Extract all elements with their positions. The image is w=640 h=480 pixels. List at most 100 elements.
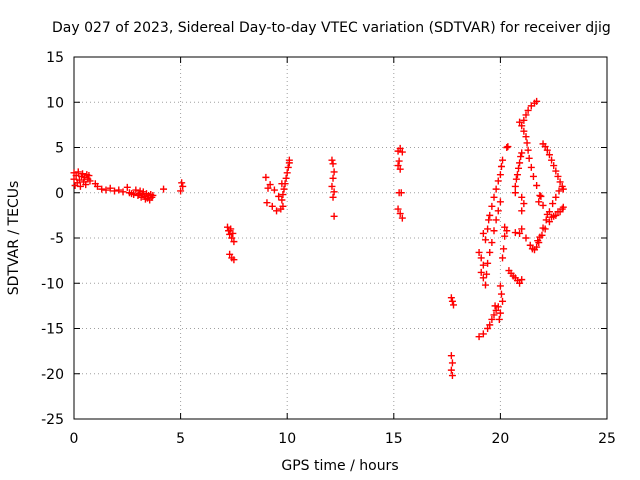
- data-point: [522, 111, 530, 119]
- data-point: [545, 208, 553, 216]
- data-point: [529, 172, 537, 180]
- data-point: [228, 234, 236, 242]
- data-point: [447, 366, 455, 374]
- x-tick-label: 10: [278, 431, 296, 447]
- data-point: [102, 186, 110, 194]
- x-tick-label: 15: [385, 431, 403, 447]
- data-point: [447, 352, 455, 360]
- data-point: [330, 168, 338, 176]
- data-point: [499, 254, 507, 262]
- data-point: [494, 303, 502, 311]
- data-point: [552, 193, 560, 201]
- data-point: [486, 211, 494, 219]
- data-point: [511, 189, 519, 197]
- data-point: [504, 143, 512, 151]
- data-point: [533, 182, 541, 190]
- data-point: [488, 239, 496, 247]
- data-point: [229, 229, 237, 237]
- data-point: [76, 182, 84, 190]
- data-point: [479, 274, 487, 282]
- data-point: [490, 193, 498, 201]
- data-point: [536, 233, 544, 241]
- data-point: [179, 182, 187, 190]
- data-point: [475, 248, 483, 256]
- data-point: [518, 276, 526, 284]
- data-point: [284, 163, 292, 171]
- data-point: [523, 139, 531, 147]
- data-point: [119, 188, 127, 196]
- data-point: [496, 309, 504, 317]
- data-point: [226, 250, 234, 258]
- data-point: [396, 144, 404, 152]
- data-point: [555, 187, 563, 195]
- data-point: [494, 177, 502, 185]
- data-point: [330, 188, 338, 196]
- data-point: [516, 229, 524, 237]
- data-point: [484, 225, 492, 233]
- y-tick-label: -25: [41, 412, 64, 428]
- data-point: [394, 205, 402, 213]
- data-point: [522, 234, 530, 242]
- data-point: [496, 282, 504, 290]
- x-axis-label: GPS time / hours: [281, 458, 398, 474]
- y-tick-label: 0: [55, 186, 64, 202]
- data-point: [548, 156, 556, 164]
- data-point: [479, 229, 487, 237]
- data-point: [130, 191, 138, 199]
- data-point: [539, 224, 547, 232]
- data-point: [503, 227, 511, 235]
- data-point: [518, 225, 526, 233]
- data-point: [513, 171, 521, 179]
- chart-title: Day 027 of 2023, Sidereal Day-to-day VTE…: [52, 20, 611, 36]
- data-point: [479, 261, 487, 269]
- y-tick-label: -15: [41, 322, 64, 338]
- data-point: [534, 237, 542, 245]
- data-point: [136, 187, 144, 195]
- data-point: [479, 330, 487, 338]
- data-point: [501, 223, 509, 231]
- x-tick-label: 20: [491, 431, 509, 447]
- data-point: [527, 163, 535, 171]
- data-point: [522, 133, 530, 141]
- data-point: [395, 157, 403, 165]
- data-point: [492, 185, 500, 193]
- data-point: [484, 259, 492, 267]
- data-point: [515, 164, 523, 172]
- data-point: [279, 191, 287, 199]
- data-point: [86, 177, 94, 185]
- data-point: [559, 185, 567, 193]
- data-point: [74, 168, 82, 176]
- data-point: [516, 279, 524, 287]
- data-point: [554, 172, 562, 180]
- data-point: [178, 179, 186, 187]
- data-point: [398, 148, 406, 156]
- data-point: [481, 236, 489, 244]
- data-point: [132, 186, 140, 194]
- data-point: [70, 175, 78, 183]
- data-point: [275, 192, 283, 200]
- data-point: [262, 173, 270, 181]
- data-point: [520, 116, 528, 124]
- data-point: [106, 184, 114, 192]
- data-point: [226, 230, 234, 238]
- data-point: [98, 185, 106, 193]
- data-point: [447, 294, 455, 302]
- data-point: [486, 248, 494, 256]
- data-point: [227, 225, 235, 233]
- data-point: [75, 176, 83, 184]
- data-point: [520, 127, 528, 135]
- data-point: [398, 214, 406, 222]
- data-point: [490, 311, 498, 319]
- data-point: [488, 315, 496, 323]
- data-point: [511, 229, 519, 237]
- data-point: [491, 302, 499, 310]
- data-point: [282, 174, 290, 182]
- data-point: [270, 186, 278, 194]
- data-point: [283, 169, 291, 177]
- y-tick-label: 5: [55, 141, 64, 157]
- data-point: [549, 200, 557, 208]
- data-point: [552, 167, 560, 175]
- data-point: [496, 198, 504, 206]
- y-tick-label: -5: [50, 231, 64, 247]
